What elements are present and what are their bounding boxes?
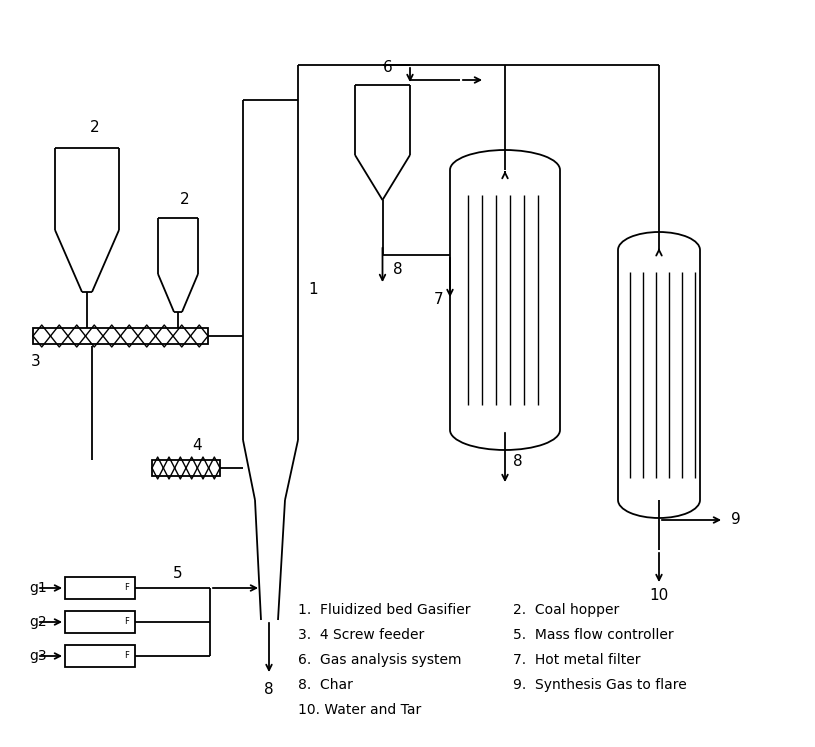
Text: 1: 1	[308, 282, 318, 297]
Text: 7.  Hot metal filter: 7. Hot metal filter	[513, 653, 641, 667]
Text: 7: 7	[434, 293, 443, 308]
Text: 3.  4 Screw feeder: 3. 4 Screw feeder	[298, 628, 425, 642]
Bar	[152, 460, 220, 476]
Text: 5.  Mass flow controller: 5. Mass flow controller	[513, 628, 674, 642]
Text: 2: 2	[90, 120, 99, 135]
Text: 2: 2	[180, 193, 190, 208]
Text: F: F	[125, 618, 130, 627]
Text: 8.  Char: 8. Char	[298, 678, 353, 692]
Text: 3: 3	[31, 353, 41, 368]
Text: g2: g2	[29, 615, 47, 629]
Text: g3: g3	[29, 649, 47, 663]
Text: 10: 10	[650, 587, 668, 603]
Text: 8: 8	[393, 262, 402, 277]
Text: 8: 8	[264, 683, 274, 698]
Text: 6.  Gas analysis system: 6. Gas analysis system	[298, 653, 461, 667]
Text: 5: 5	[174, 566, 183, 581]
Text: 4: 4	[192, 438, 201, 453]
Bar	[65, 645, 135, 667]
Text: 10. Water and Tar: 10. Water and Tar	[298, 703, 421, 717]
Text: g1: g1	[29, 581, 47, 595]
Bar	[65, 577, 135, 599]
Text: 8: 8	[513, 454, 522, 470]
Text: 2.  Coal hopper: 2. Coal hopper	[513, 603, 619, 617]
Text: 9.  Synthesis Gas to flare: 9. Synthesis Gas to flare	[513, 678, 687, 692]
Text: 1.  Fluidized bed Gasifier: 1. Fluidized bed Gasifier	[298, 603, 470, 617]
Bar	[33, 328, 208, 344]
Text: 9: 9	[731, 512, 741, 527]
Text: 6: 6	[382, 60, 392, 75]
Text: F: F	[125, 651, 130, 660]
Text: F: F	[125, 583, 130, 592]
Bar	[65, 611, 135, 633]
